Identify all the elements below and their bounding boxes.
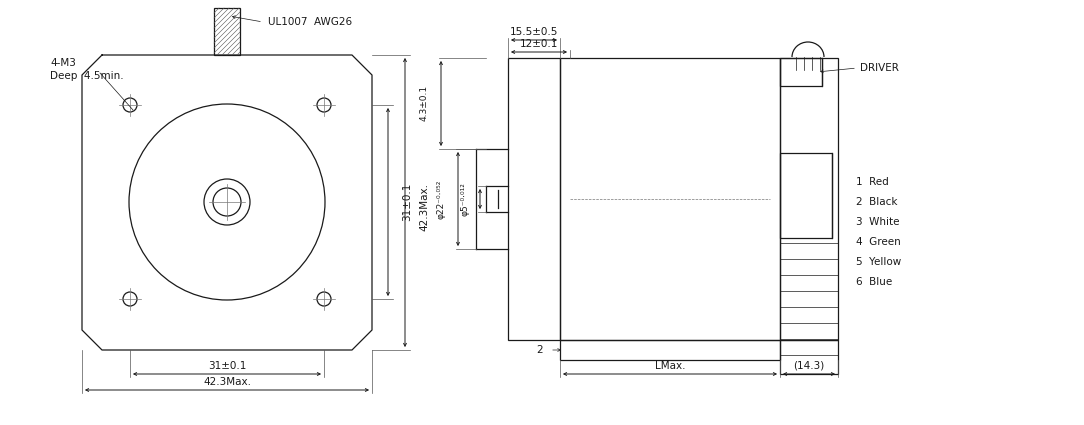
Text: 12±0.1: 12±0.1 bbox=[520, 39, 558, 49]
Bar bbox=[560, 58, 780, 340]
Text: 4.3±0.1: 4.3±0.1 bbox=[420, 85, 429, 121]
Text: Deep  4.5min.: Deep 4.5min. bbox=[50, 71, 124, 81]
Text: LMax.: LMax. bbox=[655, 361, 685, 371]
Bar bbox=[780, 340, 838, 374]
Bar bbox=[780, 153, 833, 238]
Text: 3  White: 3 White bbox=[856, 217, 900, 227]
Text: DRIVER: DRIVER bbox=[860, 63, 899, 73]
Text: φ5⁻⁰⋅⁰¹²: φ5⁻⁰⋅⁰¹² bbox=[461, 182, 470, 216]
Text: 42.3Max.: 42.3Max. bbox=[420, 183, 429, 231]
Bar bbox=[780, 58, 838, 340]
Text: (14.3): (14.3) bbox=[793, 361, 825, 371]
Text: 1  Red: 1 Red bbox=[856, 177, 889, 187]
Text: 5  Yellow: 5 Yellow bbox=[856, 257, 901, 267]
Text: 2  Black: 2 Black bbox=[856, 197, 898, 207]
Bar bbox=[560, 340, 780, 360]
Text: 4  Green: 4 Green bbox=[856, 237, 901, 247]
Text: 31±0.1: 31±0.1 bbox=[402, 183, 412, 221]
Text: 42.3Max.: 42.3Max. bbox=[203, 377, 251, 387]
Text: UL1007  AWG26: UL1007 AWG26 bbox=[268, 17, 352, 27]
Bar bbox=[780, 58, 822, 86]
Text: 15.5±0.5: 15.5±0.5 bbox=[509, 27, 558, 37]
Text: φ22⁻⁰⋅⁰⁵²: φ22⁻⁰⋅⁰⁵² bbox=[437, 179, 446, 219]
Bar bbox=[508, 58, 560, 340]
Text: 4-M3: 4-M3 bbox=[50, 58, 76, 68]
Text: 2: 2 bbox=[537, 345, 543, 355]
Text: 6  Blue: 6 Blue bbox=[856, 277, 892, 287]
Bar bbox=[214, 8, 240, 55]
Text: 31±0.1: 31±0.1 bbox=[208, 361, 246, 371]
